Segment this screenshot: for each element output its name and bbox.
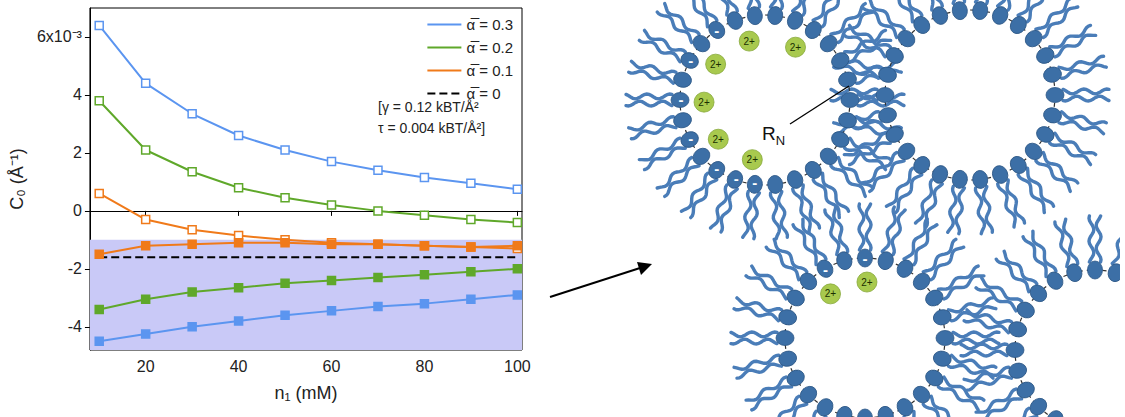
svg-text:-: - [679, 91, 684, 108]
svg-text:-: - [688, 52, 693, 69]
svg-text:-: - [823, 261, 828, 278]
svg-text:80: 80 [416, 358, 434, 375]
svg-text:60: 60 [323, 358, 341, 375]
svg-text:-: - [688, 130, 693, 147]
svg-text:20: 20 [137, 358, 155, 375]
svg-text:4: 4 [73, 86, 82, 103]
svg-text:[γ = 0.12 kBT/Å²: [γ = 0.12 kBT/Å² [378, 99, 479, 115]
svg-text:α̅ = 0.2: α̅ = 0.2 [466, 39, 513, 56]
svg-text:τ = 0.004 kBT/Å²]: τ = 0.004 kBT/Å²] [378, 120, 485, 136]
svg-text:2+: 2+ [710, 59, 722, 70]
svg-text:α̅ = 0: α̅ = 0 [466, 85, 501, 102]
svg-text:0: 0 [73, 202, 82, 219]
svg-text:-: - [714, 160, 719, 177]
svg-text:α̅ = 0.1: α̅ = 0.1 [466, 62, 513, 79]
svg-text:-2: -2 [68, 260, 82, 277]
svg-text:n₁ (mM): n₁ (mM) [274, 383, 337, 403]
svg-text:-4: -4 [68, 318, 82, 335]
svg-text:2+: 2+ [861, 277, 873, 288]
svg-text:100: 100 [504, 358, 531, 375]
svg-text:α̅ = 0.3: α̅ = 0.3 [466, 16, 513, 33]
svg-text:-: - [863, 250, 868, 267]
svg-text:2+: 2+ [747, 154, 759, 165]
svg-text:2+: 2+ [713, 134, 725, 145]
svg-text:2+: 2+ [698, 97, 710, 108]
svg-text:-: - [734, 170, 739, 187]
svg-text:RN: RN [762, 123, 785, 148]
svg-text:C₀ (Å⁻¹): C₀ (Å⁻¹) [7, 148, 27, 209]
svg-text:2+: 2+ [744, 36, 756, 47]
svg-text:40: 40 [230, 358, 248, 375]
svg-text:6x10⁻³: 6x10⁻³ [37, 28, 83, 45]
svg-text:2+: 2+ [790, 42, 802, 53]
svg-text:2+: 2+ [825, 288, 837, 299]
svg-text:-: - [714, 22, 719, 39]
svg-text:-: - [752, 174, 757, 191]
svg-text:2: 2 [73, 144, 82, 161]
